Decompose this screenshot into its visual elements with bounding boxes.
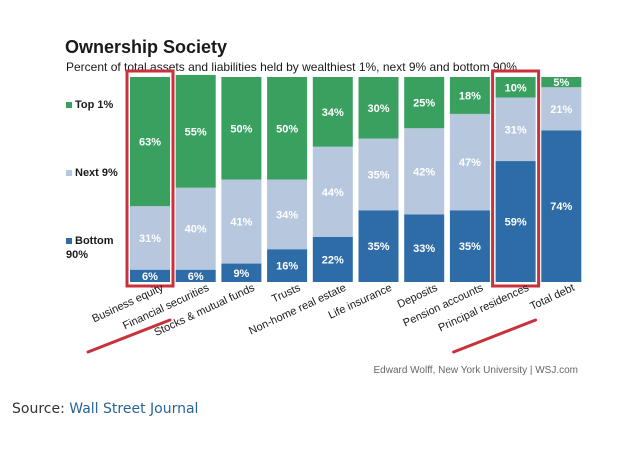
- highlight-underline-principal-residences: [452, 318, 538, 354]
- bar-segment-deposits-top-1: [404, 77, 445, 129]
- bar-segment-life-insurance-bottom-90: [358, 210, 399, 282]
- data-label-trusts-top-1: 50%: [276, 123, 298, 135]
- data-label-principal-residences-top-1: 10%: [505, 82, 527, 94]
- highlight-underline-business-equity: [86, 318, 172, 354]
- bar-segment-financial-securities-top-1: [175, 74, 216, 188]
- data-label-life-insurance-top-1: 30%: [367, 103, 389, 115]
- bar-segment-trusts-next-9: [267, 179, 308, 250]
- data-label-non-home-real-estate-bottom-90: 22%: [322, 254, 344, 266]
- source-link[interactable]: Wall Street Journal: [69, 401, 199, 417]
- legend-label-bottom-90-line2: 90%: [66, 249, 88, 261]
- highlight-box-business-equity: [125, 69, 175, 288]
- data-label-deposits-top-1: 25%: [413, 98, 435, 110]
- bars-layer: 6% 31% 63% 6% 40% 55% 9% 41% 50% 16% 34% 50% 22% 44% 3…: [130, 74, 582, 283]
- chart-credit: Edward Wolff, New York University | WSJ.…: [373, 365, 578, 376]
- bar-segment-non-home-real-estate-top-1: [312, 77, 353, 147]
- data-label-principal-residences-bottom-90: 59%: [505, 217, 527, 229]
- data-label-financial-securities-top-1: 55%: [185, 126, 207, 138]
- data-label-stocks-and-mutual-funds-top-1: 50%: [230, 123, 252, 135]
- source-line: Source: Wall Street Journal: [12, 401, 198, 417]
- legend-label-bottom-90-line1: Bottom: [75, 235, 114, 247]
- bar-segment-life-insurance-top-1: [358, 77, 399, 139]
- data-label-business-equity-top-1: 63%: [139, 137, 161, 149]
- bar-segment-principal-residences-top-1: [495, 77, 536, 98]
- data-label-trusts-bottom-90: 16%: [276, 261, 298, 273]
- data-label-pension-accounts-top-1: 18%: [459, 90, 481, 102]
- bar-segment-principal-residences-bottom-90: [495, 161, 536, 282]
- data-label-pension-accounts-next-9: 47%: [459, 157, 481, 169]
- data-label-deposits-bottom-90: 33%: [413, 243, 435, 255]
- data-label-stocks-and-mutual-funds-bottom-90: 9%: [233, 268, 249, 280]
- stacked-bar-chart: Ownership Society Percent of total asset…: [65, 37, 582, 376]
- highlight-layer: [86, 69, 541, 354]
- bar-segment-trusts-bottom-90: [267, 249, 308, 282]
- data-label-principal-residences-next-9: 31%: [505, 124, 527, 136]
- data-label-business-equity-bottom-90: 6%: [142, 271, 158, 283]
- data-label-total-debt-next-9: 21%: [550, 104, 572, 116]
- bar-segment-deposits-bottom-90: [404, 214, 445, 282]
- data-label-non-home-real-estate-next-9: 44%: [322, 187, 344, 199]
- bar-segment-pension-accounts-bottom-90: [449, 210, 490, 282]
- data-label-total-debt-bottom-90: 74%: [550, 201, 572, 213]
- legend-swatch-top-1: [66, 102, 72, 108]
- bar-segment-financial-securities-bottom-90: [175, 269, 216, 282]
- highlight-box-principal-residences: [491, 69, 541, 288]
- bar-segment-stocks-and-mutual-funds-top-1: [221, 77, 262, 180]
- data-label-financial-securities-bottom-90: 6%: [188, 271, 204, 283]
- legend-swatch-bottom-90: [66, 238, 72, 244]
- bar-segment-total-debt-bottom-90: [541, 130, 582, 282]
- legend-label-next-9: Next 9%: [75, 167, 118, 179]
- bar-segment-principal-residences-next-9: [495, 97, 536, 162]
- chart-card: Ownership Society Percent of total asset…: [55, 30, 590, 383]
- bar-segment-business-equity-top-1: [130, 77, 170, 207]
- data-label-total-debt-top-1: 5%: [553, 77, 569, 89]
- bar-segment-pension-accounts-top-1: [449, 77, 490, 114]
- data-label-non-home-real-estate-top-1: 34%: [322, 107, 344, 119]
- bar-segment-business-equity-next-9: [130, 206, 170, 270]
- legend-label-top-1: Top 1%: [75, 99, 114, 111]
- data-label-business-equity-next-9: 31%: [139, 233, 161, 245]
- bar-segment-life-insurance-next-9: [358, 138, 399, 211]
- chart-title: Ownership Society: [65, 37, 227, 57]
- bar-segment-non-home-real-estate-next-9: [312, 146, 353, 237]
- bar-segment-trusts-top-1: [267, 77, 308, 180]
- chart-legend: Bottom 90% Next 9% Top 1%: [66, 99, 118, 261]
- data-label-pension-accounts-bottom-90: 35%: [459, 241, 481, 253]
- bar-segment-non-home-real-estate-bottom-90: [312, 236, 353, 282]
- bar-segment-business-equity-bottom-90: [130, 269, 170, 282]
- data-label-life-insurance-bottom-90: 35%: [367, 241, 389, 253]
- chart-subtitle: Percent of total assets and liabilities …: [66, 60, 517, 74]
- bar-segment-deposits-next-9: [404, 128, 445, 215]
- bar-segment-pension-accounts-next-9: [449, 113, 490, 211]
- bar-segment-stocks-and-mutual-funds-bottom-90: [221, 263, 262, 282]
- bar-segment-total-debt-next-9: [541, 87, 582, 131]
- legend-swatch-next-9: [66, 170, 72, 176]
- data-label-stocks-and-mutual-funds-next-9: 41%: [230, 217, 252, 229]
- source-prefix: Source:: [12, 401, 70, 417]
- bar-segment-total-debt-top-1: [541, 77, 582, 88]
- data-label-life-insurance-next-9: 35%: [367, 169, 389, 181]
- data-label-financial-securities-next-9: 40%: [185, 224, 207, 236]
- data-label-deposits-next-9: 42%: [413, 166, 435, 178]
- bar-segment-stocks-and-mutual-funds-next-9: [221, 179, 262, 264]
- data-label-trusts-next-9: 34%: [276, 209, 298, 221]
- bar-segment-financial-securities-next-9: [175, 187, 216, 270]
